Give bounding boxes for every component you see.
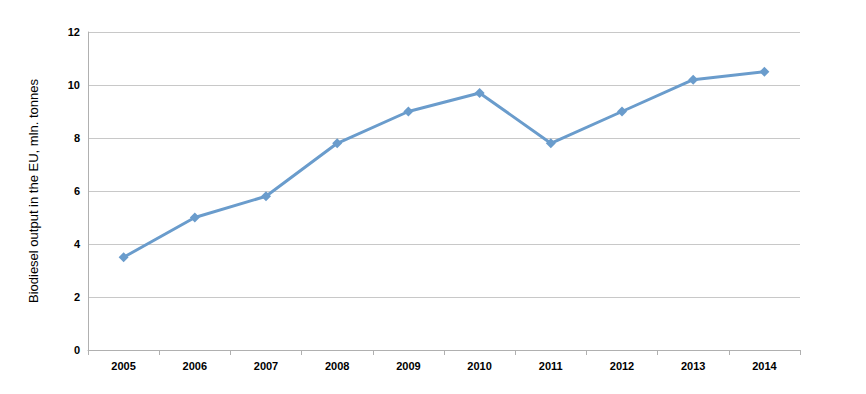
svg-text:2008: 2008	[325, 360, 349, 372]
svg-text:2011: 2011	[539, 360, 563, 372]
svg-text:2010: 2010	[467, 360, 491, 372]
svg-text:2012: 2012	[610, 360, 634, 372]
svg-text:8: 8	[74, 132, 80, 144]
svg-text:10: 10	[68, 79, 80, 91]
svg-text:2006: 2006	[183, 360, 207, 372]
svg-text:2: 2	[74, 291, 80, 303]
svg-text:2013: 2013	[681, 360, 705, 372]
svg-text:12: 12	[68, 26, 80, 38]
svg-text:2009: 2009	[396, 360, 420, 372]
svg-text:4: 4	[74, 238, 81, 250]
svg-text:0: 0	[74, 344, 80, 356]
svg-text:Biodiesel output in the EU, ml: Biodiesel output in the EU, mln. tonnes	[26, 78, 41, 303]
svg-text:2014: 2014	[752, 360, 777, 372]
svg-text:2005: 2005	[111, 360, 135, 372]
svg-text:2007: 2007	[254, 360, 278, 372]
svg-text:6: 6	[74, 185, 80, 197]
